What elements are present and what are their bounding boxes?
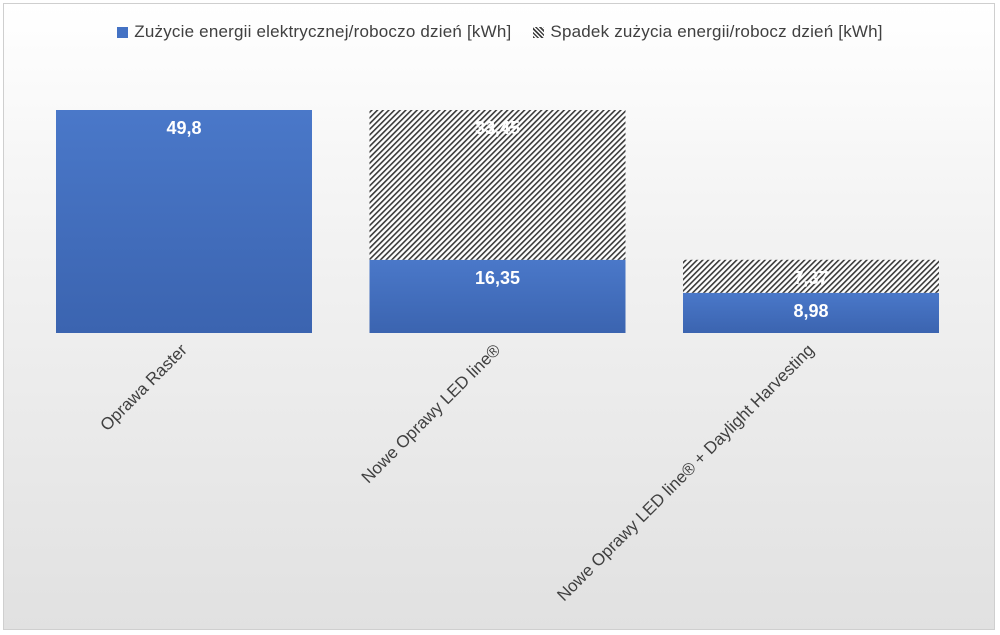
legend-item-consumption: Zużycie energii elektrycznej/roboczo dzi…	[117, 22, 511, 42]
data-label-reduction-2: 7,37	[793, 268, 828, 288]
data-label-reduction-1: 33,45	[475, 118, 520, 138]
legend-swatch-consumption	[117, 26, 129, 38]
bar-consumption-2	[683, 292, 939, 333]
legend-label-reduction: Spadek zużycia energii/robocz dzień [kWh…	[550, 22, 883, 41]
data-label-consumption-0: 49,8	[166, 118, 201, 138]
bar-reduction-2	[683, 259, 939, 293]
data-label-consumption-1: 16,35	[475, 268, 520, 288]
data-label-consumption-2: 8,98	[793, 301, 828, 321]
legend-item-reduction: Spadek zużycia energii/robocz dzień [kWh…	[533, 22, 883, 42]
legend: Zużycie energii elektrycznej/roboczo dzi…	[0, 22, 1000, 42]
bar-consumption-1	[369, 259, 626, 333]
category-label-2: Nowe Oprawy LED line® + Daylight Harvest…	[553, 340, 817, 604]
category-label-0: Oprawa Raster	[97, 340, 192, 435]
legend-swatch-reduction	[533, 26, 545, 38]
bar-consumption-0	[56, 110, 312, 333]
legend-label-consumption: Zużycie energii elektrycznej/roboczo dzi…	[134, 22, 512, 41]
bar-reduction-1	[369, 110, 626, 260]
category-label-1: Nowe Oprawy LED line®	[358, 340, 505, 487]
